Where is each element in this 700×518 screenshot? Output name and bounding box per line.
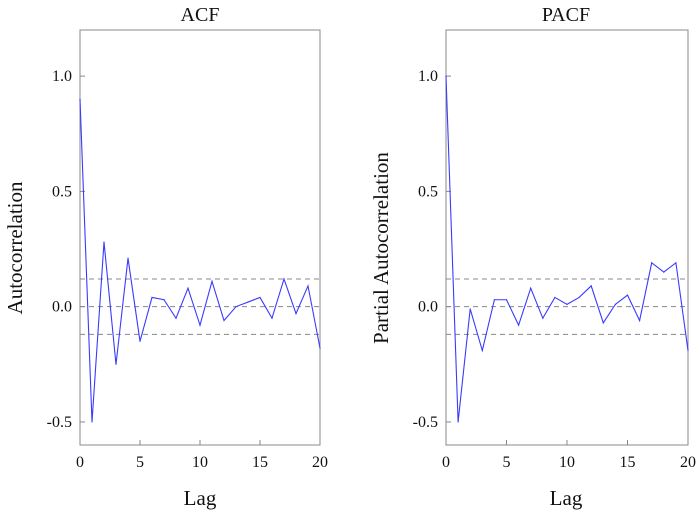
data-point xyxy=(247,301,249,303)
pacf-panel: PACF Partial Autocorrelation Lag 0 5 10 15 2… xyxy=(369,4,696,510)
reference-lines xyxy=(80,278,320,335)
y-tick-label: 0.5 xyxy=(52,183,72,200)
y-tick-label: 1.0 xyxy=(418,68,438,85)
data-point xyxy=(91,421,93,423)
x-axis-label: Lag xyxy=(184,486,217,510)
y-tick-label: 0.5 xyxy=(418,183,438,200)
x-tick-label: 15 xyxy=(252,454,268,471)
data-point xyxy=(103,241,105,243)
tick-group: 0 5 10 15 20 1.0 0.5 0.0 -0.5 xyxy=(47,68,328,471)
x-axis-label: Lag xyxy=(550,486,583,510)
data-point xyxy=(223,319,225,322)
data-point xyxy=(554,296,556,299)
series-line xyxy=(445,76,689,422)
data-point xyxy=(175,317,177,319)
x-tick-label: 10 xyxy=(559,454,575,471)
y-tick-label: -0.5 xyxy=(47,414,72,431)
data-point xyxy=(481,349,483,352)
data-point xyxy=(530,287,532,289)
data-point xyxy=(319,347,321,349)
data-point xyxy=(663,271,665,273)
data-point xyxy=(457,421,459,423)
data-point xyxy=(602,322,604,324)
data-point xyxy=(79,98,81,100)
data-point xyxy=(199,324,201,326)
data-point xyxy=(687,349,689,352)
x-tick-label: 20 xyxy=(680,454,696,471)
y-axis-label: Autocorrelation xyxy=(3,181,27,314)
series-line xyxy=(79,99,321,422)
x-tick-label: 5 xyxy=(136,454,144,471)
data-point xyxy=(211,280,213,282)
y-tick-label: 0.0 xyxy=(52,299,72,316)
data-point xyxy=(675,262,677,264)
data-point xyxy=(271,317,273,319)
tick-group: 0 5 10 15 20 1.0 0.5 0.0 -0.5 xyxy=(413,68,696,471)
data-point xyxy=(283,278,285,280)
data-point xyxy=(578,296,580,299)
x-tick-label: 5 xyxy=(503,454,511,471)
data-point xyxy=(651,262,653,264)
data-point xyxy=(518,324,520,326)
data-point xyxy=(139,340,141,342)
chart-title: ACF xyxy=(181,4,220,26)
series-group xyxy=(79,98,321,423)
data-point xyxy=(445,75,447,77)
data-point xyxy=(469,308,471,310)
data-point xyxy=(505,299,508,301)
data-point xyxy=(115,363,117,365)
x-tick-label: 0 xyxy=(76,454,84,471)
y-axis-label: Partial Autocorrelation xyxy=(369,152,393,344)
y-tick-label: 0.0 xyxy=(418,299,438,316)
data-point xyxy=(639,319,641,322)
data-point xyxy=(626,294,629,296)
data-point xyxy=(259,296,261,299)
plot-frame xyxy=(445,29,689,446)
data-point xyxy=(614,303,617,305)
data-point xyxy=(590,285,592,287)
acf-panel: ACF Autocorrelation Lag 0 5 10 15 20 1.0 0.5 0.… xyxy=(3,4,328,510)
plot-frame xyxy=(79,29,321,446)
x-tick-label: 20 xyxy=(312,454,328,471)
data-point xyxy=(235,306,237,308)
data-point xyxy=(493,299,495,301)
x-tick-label: 15 xyxy=(620,454,636,471)
chart-title: PACF xyxy=(542,4,590,26)
data-point xyxy=(295,312,297,315)
data-point xyxy=(187,287,189,289)
x-tick-label: 10 xyxy=(192,454,208,471)
data-point xyxy=(307,285,309,287)
y-tick-label: -0.5 xyxy=(413,414,438,431)
reference-lines xyxy=(446,278,688,335)
y-tick-label: 1.0 xyxy=(52,68,72,85)
data-point xyxy=(542,317,544,319)
data-point xyxy=(163,299,165,301)
series-group xyxy=(445,75,689,423)
data-point xyxy=(127,257,129,259)
x-tick-label: 0 xyxy=(442,454,450,471)
data-point xyxy=(151,296,153,299)
data-point xyxy=(566,303,568,305)
